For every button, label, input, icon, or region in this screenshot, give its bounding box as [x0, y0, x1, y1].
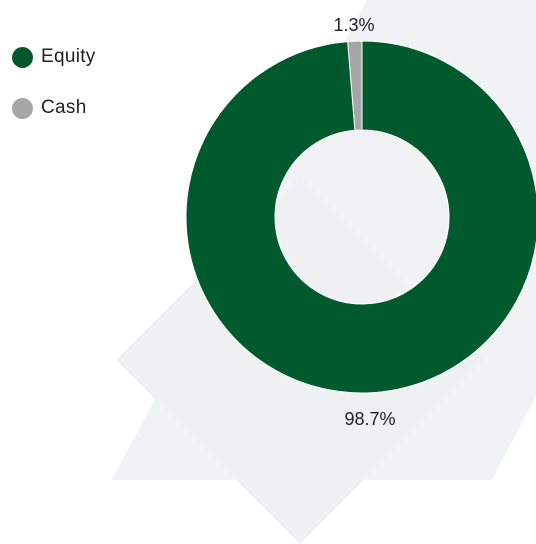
data-label-cash: 1.3%	[333, 15, 374, 35]
donut-slice-equity[interactable]	[185, 40, 536, 394]
legend-item-cash[interactable]: Cash	[12, 97, 96, 119]
legend-label-cash: Cash	[41, 97, 87, 118]
legend-label-equity: Equity	[41, 46, 96, 67]
legend-swatch-cash	[12, 97, 33, 119]
data-label-equity: 98.7%	[344, 409, 395, 427]
chart-legend: Equity Cash	[12, 46, 96, 148]
donut-chart: 98.7% 1.3%	[185, 15, 536, 427]
legend-swatch-equity	[12, 46, 33, 68]
legend-item-equity[interactable]: Equity	[12, 46, 96, 68]
